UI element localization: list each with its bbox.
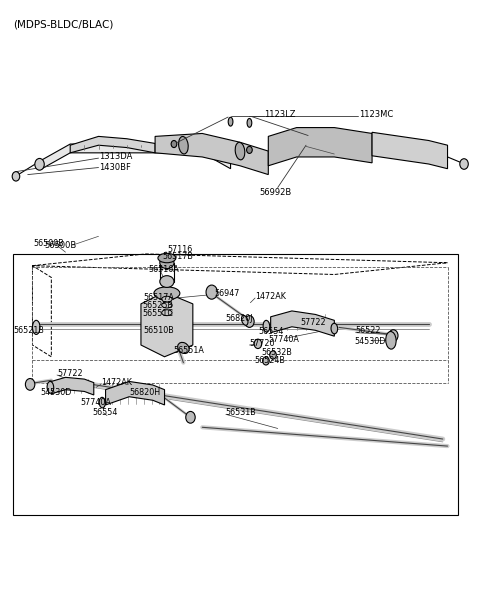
Circle shape (247, 147, 252, 153)
Text: 1472AK: 1472AK (101, 378, 132, 387)
Ellipse shape (331, 323, 337, 334)
Circle shape (270, 351, 276, 359)
Text: 56531B: 56531B (226, 408, 257, 417)
Ellipse shape (241, 315, 248, 325)
Polygon shape (372, 132, 447, 169)
Text: 57720: 57720 (250, 339, 275, 348)
Text: 56554: 56554 (93, 408, 118, 417)
Text: 56947: 56947 (214, 289, 240, 298)
Circle shape (206, 285, 217, 299)
Text: 56525B: 56525B (143, 301, 173, 310)
Polygon shape (268, 128, 372, 166)
Text: 56500B: 56500B (34, 240, 64, 249)
Polygon shape (70, 136, 155, 153)
Circle shape (460, 159, 468, 169)
Ellipse shape (160, 276, 174, 287)
Circle shape (389, 330, 398, 342)
Ellipse shape (263, 320, 270, 332)
Ellipse shape (178, 342, 189, 353)
Text: 1472AK: 1472AK (255, 291, 286, 301)
Circle shape (186, 411, 195, 423)
Text: (MDPS-BLDC/BLAC): (MDPS-BLDC/BLAC) (13, 20, 114, 30)
Ellipse shape (47, 381, 54, 393)
Ellipse shape (160, 257, 174, 269)
Text: 56532B: 56532B (261, 347, 292, 356)
Text: 1430BF: 1430BF (99, 163, 132, 172)
Text: 56820H: 56820H (129, 387, 160, 396)
Text: 57740A: 57740A (268, 334, 299, 344)
Ellipse shape (154, 287, 180, 300)
Ellipse shape (162, 296, 172, 302)
Ellipse shape (162, 302, 172, 308)
Text: 56820J: 56820J (225, 314, 252, 323)
Circle shape (35, 159, 44, 170)
Polygon shape (51, 377, 94, 395)
Polygon shape (271, 311, 335, 336)
Text: 56517B: 56517B (162, 252, 193, 262)
Text: 56551C: 56551C (143, 309, 173, 318)
Circle shape (263, 357, 269, 365)
Text: 57116: 57116 (167, 246, 192, 254)
Ellipse shape (33, 320, 40, 334)
Text: 56500B: 56500B (44, 241, 76, 250)
Ellipse shape (162, 310, 172, 316)
Circle shape (171, 141, 177, 148)
Text: 56524B: 56524B (254, 356, 285, 365)
Ellipse shape (158, 253, 176, 263)
Text: 57722: 57722 (300, 318, 326, 327)
Text: 56992B: 56992B (260, 188, 292, 197)
Text: 56510B: 56510B (144, 326, 174, 335)
Circle shape (12, 172, 20, 181)
Polygon shape (42, 144, 230, 169)
Circle shape (25, 378, 35, 390)
Text: 1123LZ: 1123LZ (264, 110, 296, 119)
Text: 56522: 56522 (356, 327, 381, 336)
Ellipse shape (235, 142, 245, 160)
Ellipse shape (386, 331, 396, 349)
Ellipse shape (99, 398, 105, 408)
Text: 54530D: 54530D (40, 387, 72, 396)
Text: 56517A: 56517A (144, 293, 174, 303)
Text: 56521B: 56521B (13, 326, 45, 335)
Text: 56516A: 56516A (148, 265, 179, 274)
Text: 57722: 57722 (57, 369, 83, 378)
Circle shape (254, 339, 262, 349)
Polygon shape (141, 292, 193, 357)
Text: 56554: 56554 (258, 327, 283, 336)
Ellipse shape (228, 117, 233, 126)
Text: 56551A: 56551A (173, 346, 204, 355)
Text: 57740A: 57740A (81, 398, 111, 407)
Text: 1313DA: 1313DA (99, 153, 133, 162)
Ellipse shape (247, 119, 252, 128)
Text: 54530D: 54530D (355, 337, 386, 346)
Polygon shape (106, 381, 165, 405)
Polygon shape (155, 134, 268, 175)
Text: 1123MC: 1123MC (359, 110, 393, 119)
Circle shape (245, 316, 254, 327)
Ellipse shape (179, 136, 188, 154)
